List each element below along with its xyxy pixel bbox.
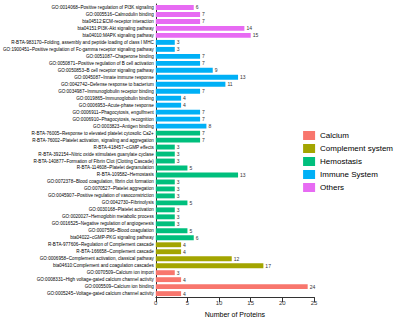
svg-text:7: 7 bbox=[202, 130, 205, 136]
svg-text:3: 3 bbox=[177, 270, 180, 276]
svg-text:GO:0020027~Hemoglobin metaboli: GO:0020027~Hemoglobin metabolic process bbox=[62, 214, 155, 219]
svg-text:GO:0014068~Positive regulation: GO:0014068~Positive regulation of PI3K s… bbox=[52, 5, 155, 10]
svg-text:Complement system: Complement system bbox=[320, 144, 393, 153]
svg-text:8: 8 bbox=[208, 123, 211, 129]
svg-text:3: 3 bbox=[177, 207, 180, 213]
svg-text:Others: Others bbox=[320, 183, 344, 192]
svg-text:3: 3 bbox=[177, 186, 180, 192]
svg-text:5: 5 bbox=[189, 228, 192, 234]
svg-text:GO:0019865~Immunoglobulin bind: GO:0019865~Immunoglobulin binding bbox=[76, 96, 154, 101]
svg-text:25: 25 bbox=[311, 300, 318, 306]
svg-text:GO:0006911~Phagocytosis, engul: GO:0006911~Phagocytosis, engulfment bbox=[73, 110, 155, 115]
svg-text:GO:0072378~Blood coagulation,: GO:0072378~Blood coagulation, fibrin clo… bbox=[47, 179, 154, 184]
svg-text:6: 6 bbox=[196, 4, 199, 10]
svg-text:3: 3 bbox=[177, 144, 180, 150]
svg-text:4: 4 bbox=[183, 102, 186, 108]
svg-text:R-BTA-983170~Folding, assembly: R-BTA-983170~Folding, assembly and pepti… bbox=[11, 40, 154, 45]
svg-text:Calcium: Calcium bbox=[320, 131, 349, 140]
svg-text:15: 15 bbox=[247, 300, 254, 306]
svg-text:GO:0034987~Immunoglobulin rece: GO:0034987~Immunoglobulin receptor bindi… bbox=[58, 89, 154, 94]
svg-text:17: 17 bbox=[265, 263, 271, 269]
svg-text:Hemostasis: Hemostasis bbox=[320, 157, 362, 166]
svg-text:7: 7 bbox=[202, 11, 205, 17]
svg-text:15: 15 bbox=[253, 32, 259, 38]
svg-text:7: 7 bbox=[202, 116, 205, 122]
svg-text:GO:0006910~Phagocytosis, recog: GO:0006910~Phagocytosis, recognition bbox=[72, 117, 154, 122]
svg-text:GO:0042742~Defense response to: GO:0042742~Defense response to bacterium bbox=[61, 82, 154, 87]
svg-text:GO:0070509~Calcium ion import: GO:0070509~Calcium ion import bbox=[87, 270, 155, 275]
svg-text:R-BTA-114608~Platelet degranul: R-BTA-114608~Platelet degranulation bbox=[77, 165, 155, 170]
svg-text:R-BTA-392154~Nitric oxide stim: R-BTA-392154~Nitric oxide stimulates gua… bbox=[38, 152, 154, 157]
svg-text:GO:0003823~Antigen binding: GO:0003823~Antigen binding bbox=[93, 124, 154, 129]
svg-text:7: 7 bbox=[202, 88, 205, 94]
svg-text:4: 4 bbox=[183, 95, 186, 101]
svg-text:4: 4 bbox=[183, 242, 186, 248]
svg-text:R-BTA-140877~Formation of Fibr: R-BTA-140877~Formation of Fibrin Clot (C… bbox=[33, 159, 154, 164]
svg-text:GO:1900451~Positive regulation: GO:1900451~Positive regulation of Fc-gam… bbox=[3, 47, 154, 52]
svg-text:GO:0030168~Platelet activation: GO:0030168~Platelet activation bbox=[89, 207, 154, 212]
svg-text:6: 6 bbox=[196, 235, 199, 241]
svg-text:R-BTA-76002~Platelet activatio: R-BTA-76002~Platelet activation, signali… bbox=[32, 138, 154, 143]
svg-text:7: 7 bbox=[202, 109, 205, 115]
svg-text:3: 3 bbox=[177, 46, 180, 52]
svg-text:bta04010:MAPK signaling pathwa: bta04010:MAPK signaling pathway bbox=[83, 33, 155, 38]
svg-text:20: 20 bbox=[279, 300, 286, 306]
svg-text:3: 3 bbox=[177, 214, 180, 220]
svg-text:GO:0045087~Innate immune respo: GO:0045087~Innate immune response bbox=[74, 75, 154, 80]
svg-text:R-BTA-418457~cGMP effects: R-BTA-418457~cGMP effects bbox=[93, 145, 154, 150]
svg-text:GO:0007596~Blood coagulation: GO:0007596~Blood coagulation bbox=[88, 228, 154, 233]
svg-text:GO:0005509~Calcium ion binding: GO:0005509~Calcium ion binding bbox=[85, 284, 155, 289]
svg-text:3: 3 bbox=[177, 39, 180, 45]
svg-text:11: 11 bbox=[227, 81, 232, 87]
svg-text:3: 3 bbox=[177, 158, 180, 164]
svg-text:5: 5 bbox=[189, 200, 192, 206]
svg-text:14: 14 bbox=[246, 25, 252, 31]
svg-text:GO:0042730~Fibrinolysis: GO:0042730~Fibrinolysis bbox=[102, 200, 155, 205]
svg-text:R-BTA-977606~Regulation of Com: R-BTA-977606~Regulation of Complement ca… bbox=[48, 242, 154, 247]
svg-text:GO:0016525~Negative regulation: GO:0016525~Negative regulation of angiog… bbox=[52, 221, 155, 226]
svg-text:GO:0051087~Chaperone binding: GO:0051087~Chaperone binding bbox=[86, 54, 154, 59]
svg-text:GO:0008331~High voltage-gated: GO:0008331~High voltage-gated calcium ch… bbox=[37, 277, 155, 282]
svg-text:R-BTA-109582~Hemostasis: R-BTA-109582~Hemostasis bbox=[97, 172, 155, 177]
svg-text:GO:0045907~Positive regulation: GO:0045907~Positive regulation of vasoco… bbox=[48, 193, 154, 198]
svg-text:bta04151:PI3K-Akt signaling pa: bta04151:PI3K-Akt signaling pathway bbox=[77, 26, 154, 31]
svg-text:9: 9 bbox=[215, 67, 218, 73]
svg-text:4: 4 bbox=[183, 249, 186, 255]
svg-text:7: 7 bbox=[202, 137, 205, 143]
svg-text:3: 3 bbox=[177, 179, 180, 185]
svg-text:GO:0050853~B cell receptor sig: GO:0050853~B cell receptor signaling pat… bbox=[58, 68, 155, 73]
svg-text:13: 13 bbox=[240, 74, 246, 80]
svg-text:GO:0006958~Complement activati: GO:0006958~Complement activation, classi… bbox=[40, 256, 155, 261]
svg-text:3: 3 bbox=[177, 221, 180, 227]
svg-text:Immune System: Immune System bbox=[320, 170, 378, 179]
svg-text:7: 7 bbox=[202, 53, 205, 59]
svg-text:4: 4 bbox=[183, 291, 186, 297]
svg-text:3: 3 bbox=[177, 193, 180, 199]
svg-text:5: 5 bbox=[186, 300, 190, 306]
svg-text:bta04022~cGMP-PKG signaling pa: bta04022~cGMP-PKG signaling pathway bbox=[70, 235, 154, 240]
svg-text:12: 12 bbox=[234, 256, 240, 262]
svg-text:0: 0 bbox=[154, 300, 158, 306]
svg-text:7: 7 bbox=[202, 18, 205, 24]
svg-text:3: 3 bbox=[177, 151, 180, 157]
svg-text:R-BTA-76005~Response to elevat: R-BTA-76005~Response to elevated platele… bbox=[32, 131, 155, 136]
svg-text:Number of Proteins: Number of Proteins bbox=[205, 311, 266, 318]
svg-text:24: 24 bbox=[310, 284, 316, 290]
svg-text:13: 13 bbox=[240, 172, 246, 178]
svg-text:GO:0005245~Voltage-gated calci: GO:0005245~Voltage-gated calcium channel… bbox=[47, 291, 155, 296]
svg-text:GO:0005516~Calmodulin binding: GO:0005516~Calmodulin binding bbox=[86, 12, 155, 17]
svg-text:R-BTA-166658~Complement cascad: R-BTA-166658~Complement cascade bbox=[76, 249, 154, 254]
svg-text:4: 4 bbox=[183, 277, 186, 283]
svg-text:bta04512:ECM-receptor interact: bta04512:ECM-receptor interaction bbox=[82, 19, 154, 24]
svg-text:GO:0050871~Positive regulation: GO:0050871~Positive regulation of B cell… bbox=[49, 61, 154, 66]
svg-text:5: 5 bbox=[189, 165, 192, 171]
svg-text:10: 10 bbox=[216, 300, 223, 306]
svg-text:GO:0070527~Platelet aggregatio: GO:0070527~Platelet aggregation bbox=[84, 186, 154, 191]
svg-text:bta04610:Complement and coagul: bta04610:Complement and coagulation casc… bbox=[53, 263, 155, 268]
svg-text:7: 7 bbox=[202, 60, 205, 66]
svg-text:GO:0006953~Acute-phase respons: GO:0006953~Acute-phase response bbox=[79, 103, 154, 108]
